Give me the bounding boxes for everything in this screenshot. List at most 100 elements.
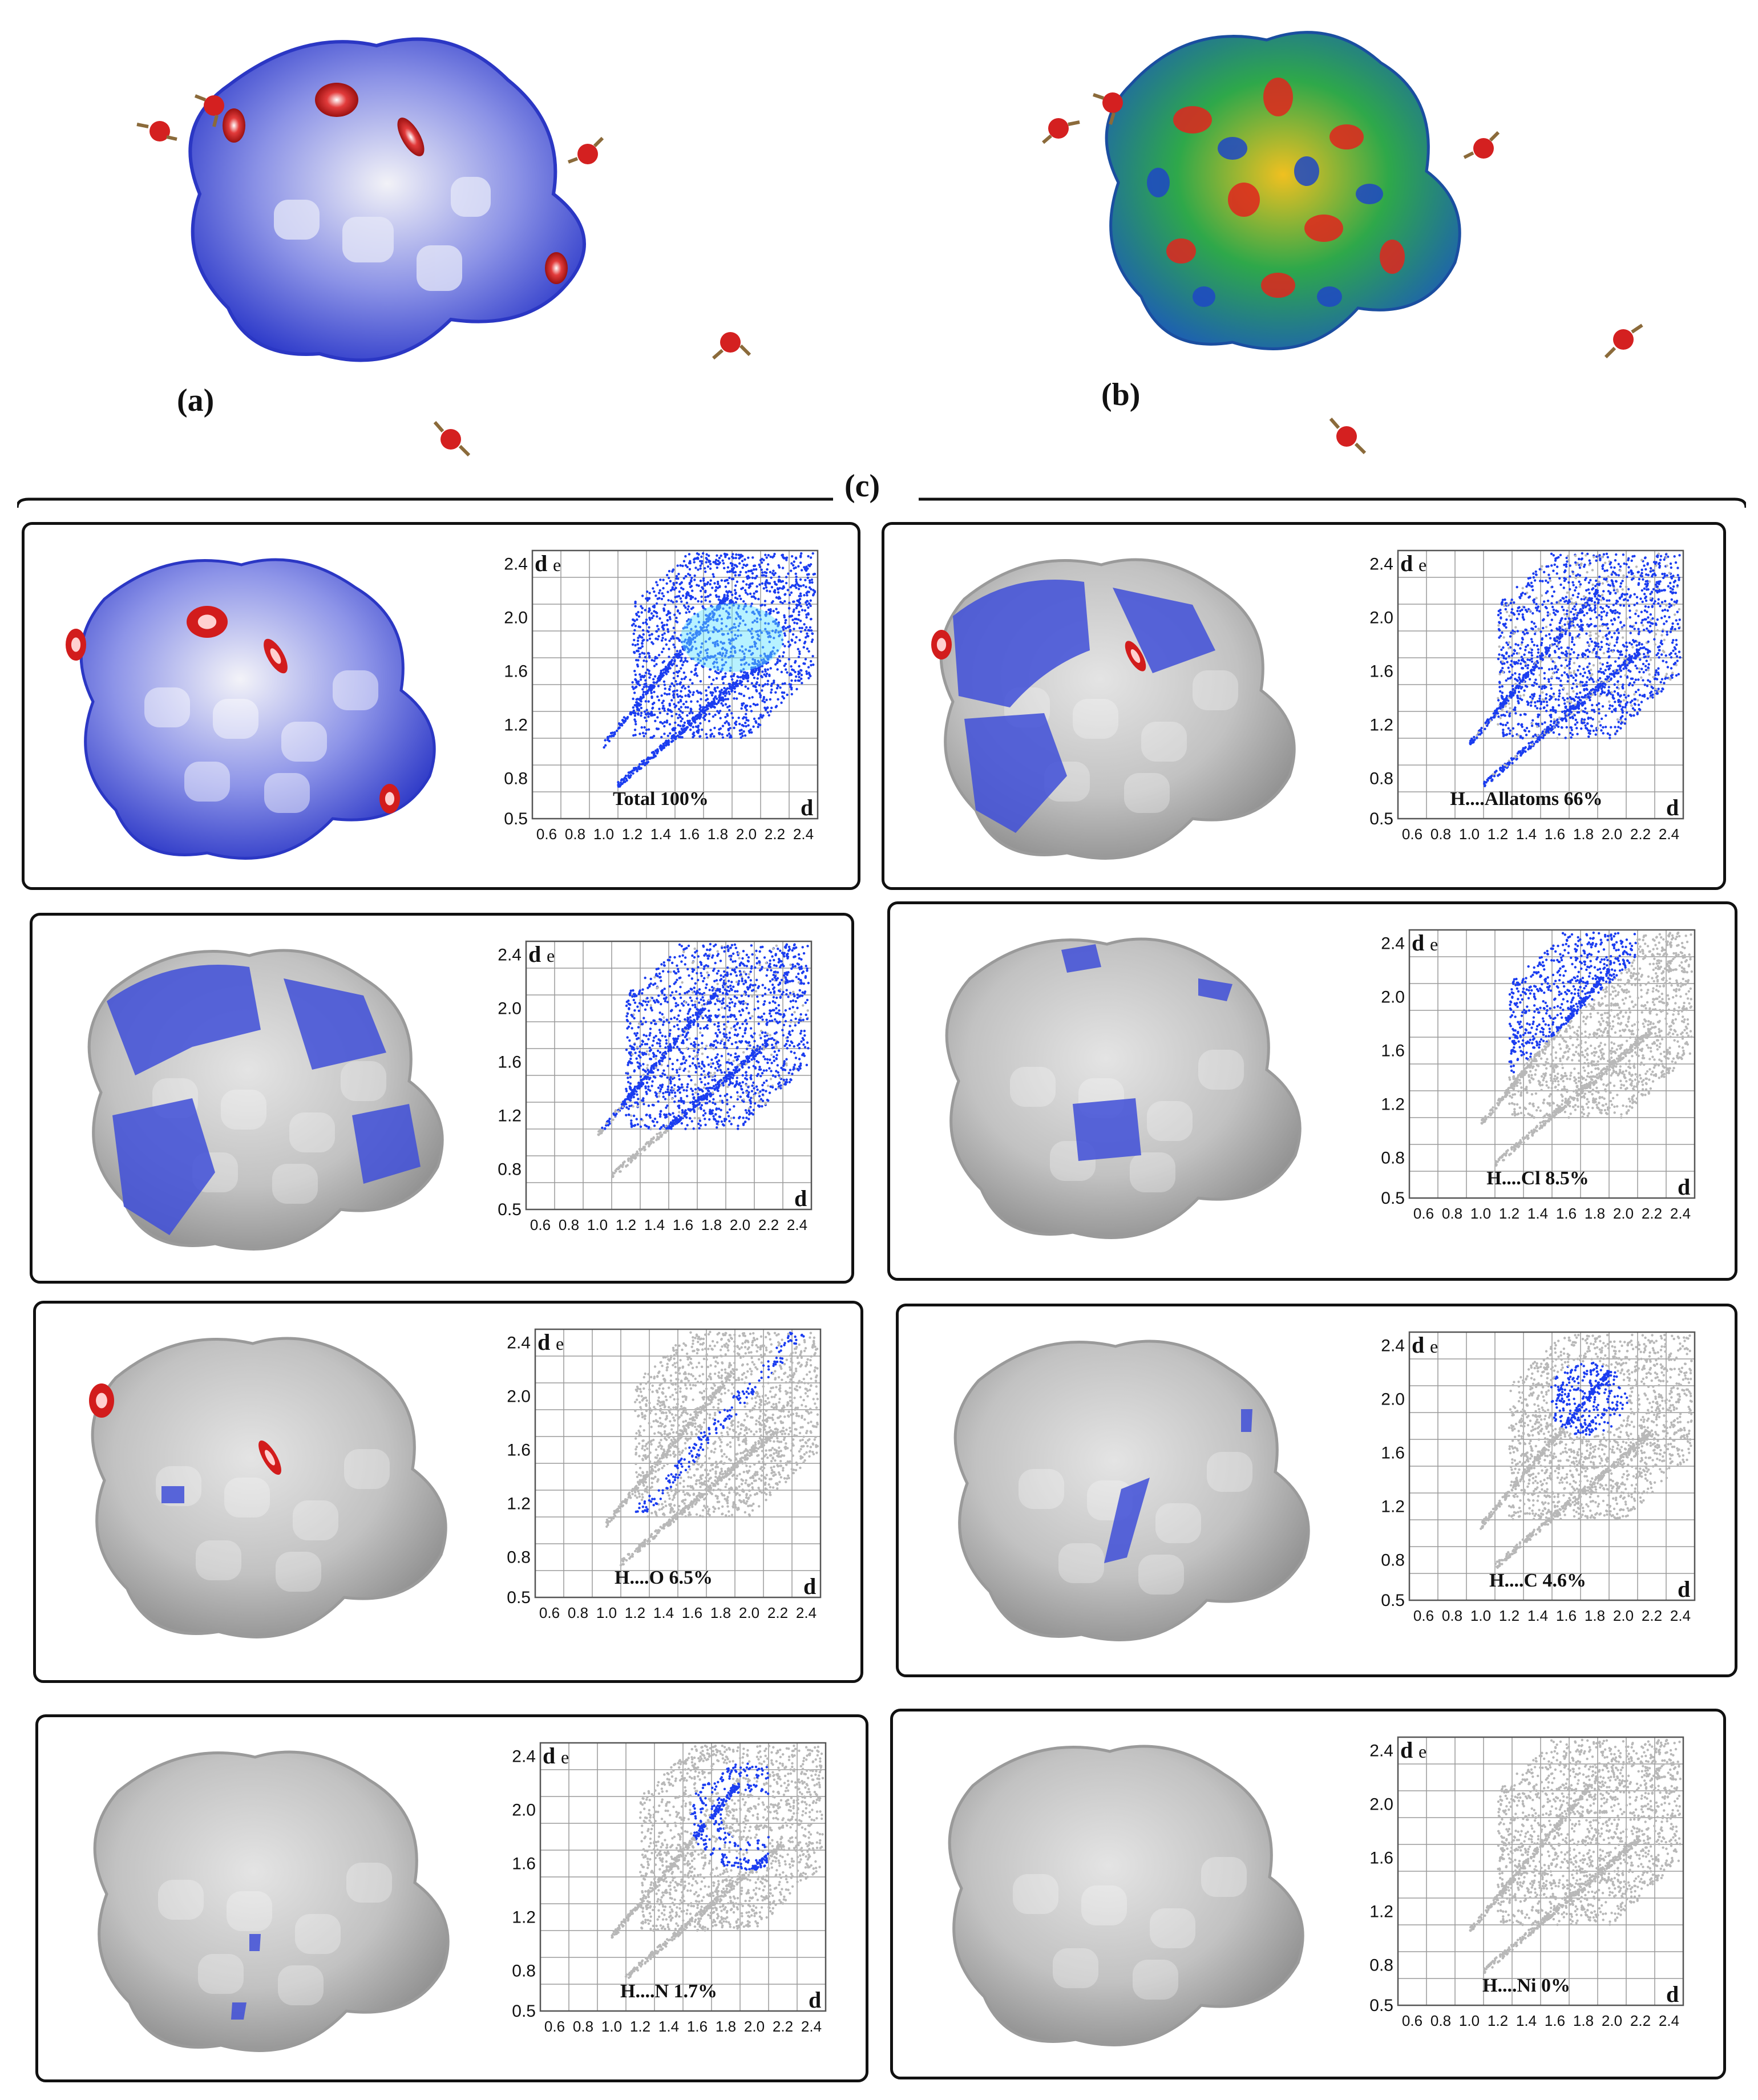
fingerprint-point xyxy=(1625,617,1628,620)
fingerprint-point xyxy=(1476,734,1478,737)
fingerprint-point xyxy=(1649,597,1652,600)
fingerprint-point-highlight xyxy=(687,618,690,621)
fingerprint-point-highlight xyxy=(806,632,809,635)
fingerprint-point-highlight xyxy=(1602,732,1605,735)
fingerprint-point-highlight xyxy=(791,668,794,671)
fingerprint-point xyxy=(1571,572,1575,576)
fingerprint-point-highlight xyxy=(713,688,716,691)
fingerprint-point-highlight xyxy=(652,587,654,590)
fingerprint-point-highlight xyxy=(746,671,749,674)
blue-patch xyxy=(284,978,386,1070)
fingerprint-point-highlight xyxy=(666,713,669,715)
fingerprint-point-highlight xyxy=(770,655,773,658)
fingerprint-point-highlight xyxy=(1594,590,1597,594)
fingerprint-point-highlight xyxy=(737,625,741,628)
fingerprint-point-highlight xyxy=(777,621,780,624)
fingerprint-point-highlight xyxy=(661,650,664,654)
fingerprint-point-highlight xyxy=(633,1017,636,1020)
fingerprint-point-highlight xyxy=(660,694,663,697)
fingerprint-point-highlight xyxy=(736,597,739,600)
fingerprint-point-highlight xyxy=(1582,710,1585,713)
fingerprint-point-highlight xyxy=(1569,588,1571,591)
fingerprint-point-highlight xyxy=(641,639,644,642)
x-tick-label: 1.8 xyxy=(708,826,728,843)
fingerprint-point-highlight xyxy=(1678,576,1680,580)
fingerprint-point-highlight xyxy=(1549,637,1552,640)
fingerprint-point-highlight xyxy=(766,683,769,686)
fingerprint-point-highlight xyxy=(732,638,735,641)
fingerprint-point-highlight xyxy=(1565,654,1568,658)
fingerprint-point-highlight xyxy=(1668,605,1671,609)
fingerprint-point-highlight xyxy=(1673,600,1676,603)
fingerprint-point-highlight xyxy=(1662,576,1665,580)
fingerprint-point-highlight xyxy=(739,597,742,601)
fingerprint-point-highlight xyxy=(1643,587,1646,590)
fingerprint-point-highlight xyxy=(810,588,813,590)
fingerprint-point-highlight xyxy=(1647,679,1650,682)
fingerprint-point-highlight xyxy=(1611,694,1614,697)
fingerprint-point-highlight xyxy=(1543,686,1546,690)
fingerprint-point-highlight xyxy=(657,994,660,997)
fingerprint-point-highlight xyxy=(663,725,666,728)
fingerprint-point-highlight xyxy=(716,619,719,622)
fingerprint-point-highlight xyxy=(1541,687,1543,690)
fingerprint-point-highlight xyxy=(617,722,621,725)
blue-patch xyxy=(352,1104,421,1184)
fingerprint-point-highlight xyxy=(1510,654,1514,657)
fingerprint-point-highlight xyxy=(1497,699,1500,702)
fingerprint-point-highlight xyxy=(1551,706,1555,709)
fingerprint-point-highlight xyxy=(641,688,644,691)
fingerprint-point-highlight xyxy=(688,712,691,715)
fingerprint-point-highlight xyxy=(750,731,753,734)
fingerprint-point-highlight xyxy=(1578,625,1581,628)
fingerprint-point-highlight xyxy=(641,594,644,597)
fingerprint-point-highlight xyxy=(707,656,710,659)
fingerprint-point-highlight xyxy=(681,686,684,689)
fingerprint-point-highlight xyxy=(677,637,680,640)
fingerprint-point-highlight xyxy=(1524,713,1527,716)
fingerprint-point-highlight xyxy=(791,584,794,587)
fingerprint-point-highlight xyxy=(1517,644,1519,647)
fingerprint-point-highlight xyxy=(1668,616,1671,618)
fingerprint-point-highlight xyxy=(1591,718,1594,721)
fingerprint-point xyxy=(1654,687,1658,691)
fingerprint-point-highlight xyxy=(735,679,739,682)
fingerprint-point-highlight xyxy=(650,695,653,698)
fingerprint-point-highlight xyxy=(1494,709,1497,713)
fingerprint-point-highlight xyxy=(758,638,761,641)
fingerprint-point-highlight xyxy=(1524,649,1527,652)
fingerprint-point-highlight xyxy=(1634,690,1638,694)
fingerprint-point-highlight xyxy=(1615,730,1619,733)
fingerprint-point-highlight xyxy=(1639,574,1642,577)
fingerprint-point-highlight xyxy=(1517,723,1519,726)
fingerprint-point-highlight xyxy=(662,607,665,610)
fingerprint-point xyxy=(1506,603,1509,606)
fingerprint-point-highlight xyxy=(739,634,742,637)
fingerprint-point-highlight xyxy=(730,690,733,693)
fingerprint-point-highlight xyxy=(765,674,767,678)
fingerprint-point-highlight xyxy=(1502,723,1505,726)
fingerprint-point-highlight xyxy=(777,591,780,594)
fingerprint-point-highlight xyxy=(745,1047,749,1050)
fingerprint-point xyxy=(1525,662,1527,665)
fingerprint-point-highlight xyxy=(662,699,665,702)
fingerprint-point-highlight xyxy=(655,602,658,605)
fingerprint-point-highlight xyxy=(1588,559,1591,562)
fingerprint-point-highlight xyxy=(1589,717,1593,719)
fingerprint-point-highlight xyxy=(1631,699,1634,702)
fingerprint-point-highlight xyxy=(729,727,732,730)
fingerprint-point-highlight xyxy=(1630,578,1634,581)
fingerprint-point-highlight xyxy=(1531,741,1534,743)
fingerprint-point-highlight xyxy=(690,649,693,652)
fingerprint-point-highlight xyxy=(1558,625,1561,629)
fingerprint-point-highlight xyxy=(1581,628,1584,630)
fingerprint-point-highlight xyxy=(1505,698,1508,701)
fingerprint-point-highlight xyxy=(1554,711,1557,714)
fingerprint-point-highlight xyxy=(698,630,701,633)
fingerprint-point-highlight xyxy=(1560,726,1563,729)
fingerprint-point-highlight xyxy=(752,685,755,687)
fingerprint-point-highlight xyxy=(769,610,772,613)
fingerprint-point-highlight xyxy=(1534,678,1537,681)
fingerprint-point-highlight xyxy=(1555,670,1558,674)
fingerprint-point-highlight xyxy=(692,633,695,636)
